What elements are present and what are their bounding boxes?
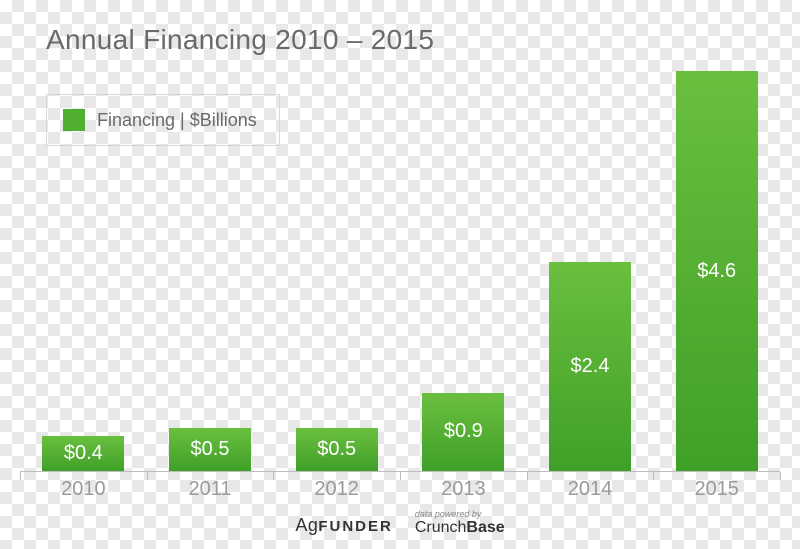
x-axis-labels: 201020112012201320142015 [20, 478, 780, 508]
x-axis-label: 2013 [400, 478, 527, 508]
chart-title: Annual Financing 2010 – 2015 [46, 24, 780, 56]
credits: AgFUNDER data powered by CrunchBase [20, 510, 780, 536]
crunchbase-logo: CrunchBase [415, 520, 505, 536]
bar-slot: $0.5 [147, 70, 274, 472]
bar: $0.5 [296, 428, 378, 471]
x-axis-label: 2015 [653, 478, 780, 508]
bar: $4.6 [676, 71, 758, 471]
bar: $2.4 [549, 262, 631, 471]
x-axis-label: 2010 [20, 478, 147, 508]
data-powered-by: data powered by [415, 510, 482, 519]
crunchbase-base: Base [466, 519, 504, 536]
x-axis-label: 2012 [273, 478, 400, 508]
bar: $0.5 [169, 428, 251, 471]
bar-value-label: $0.9 [444, 420, 483, 443]
x-axis-label: 2011 [147, 478, 274, 508]
chart-stage: Annual Financing 2010 – 2015 Financing |… [20, 18, 780, 530]
x-axis-label: 2014 [527, 478, 654, 508]
bar-value-label: $0.4 [64, 442, 103, 465]
bar-value-label: $0.5 [191, 438, 230, 461]
bar: $0.4 [42, 436, 124, 471]
bar-value-label: $0.5 [317, 438, 356, 461]
crunchbase-block: data powered by CrunchBase [415, 510, 505, 536]
bar-slot: $0.5 [273, 70, 400, 472]
crunchbase-crunch: Crunch [415, 519, 467, 536]
agfunder-logo: AgFUNDER [295, 515, 393, 536]
bar-slot: $0.9 [400, 70, 527, 472]
agfunder-ag: Ag [295, 515, 318, 535]
bar: $0.9 [422, 393, 504, 471]
bar-slot: $0.4 [20, 70, 147, 472]
bar-slot: $2.4 [527, 70, 654, 472]
agfunder-funder: FUNDER [318, 518, 393, 535]
bar-slot: $4.6 [653, 70, 780, 472]
bar-value-label: $2.4 [571, 355, 610, 378]
x-axis-tick [780, 472, 781, 480]
bars-container: $0.4 $0.5 $0.5 $0.9 $2.4 $4.6 [20, 70, 780, 472]
plot-area: $0.4 $0.5 $0.5 $0.9 $2.4 $4.6 [20, 70, 780, 472]
bar-value-label: $4.6 [697, 260, 736, 283]
